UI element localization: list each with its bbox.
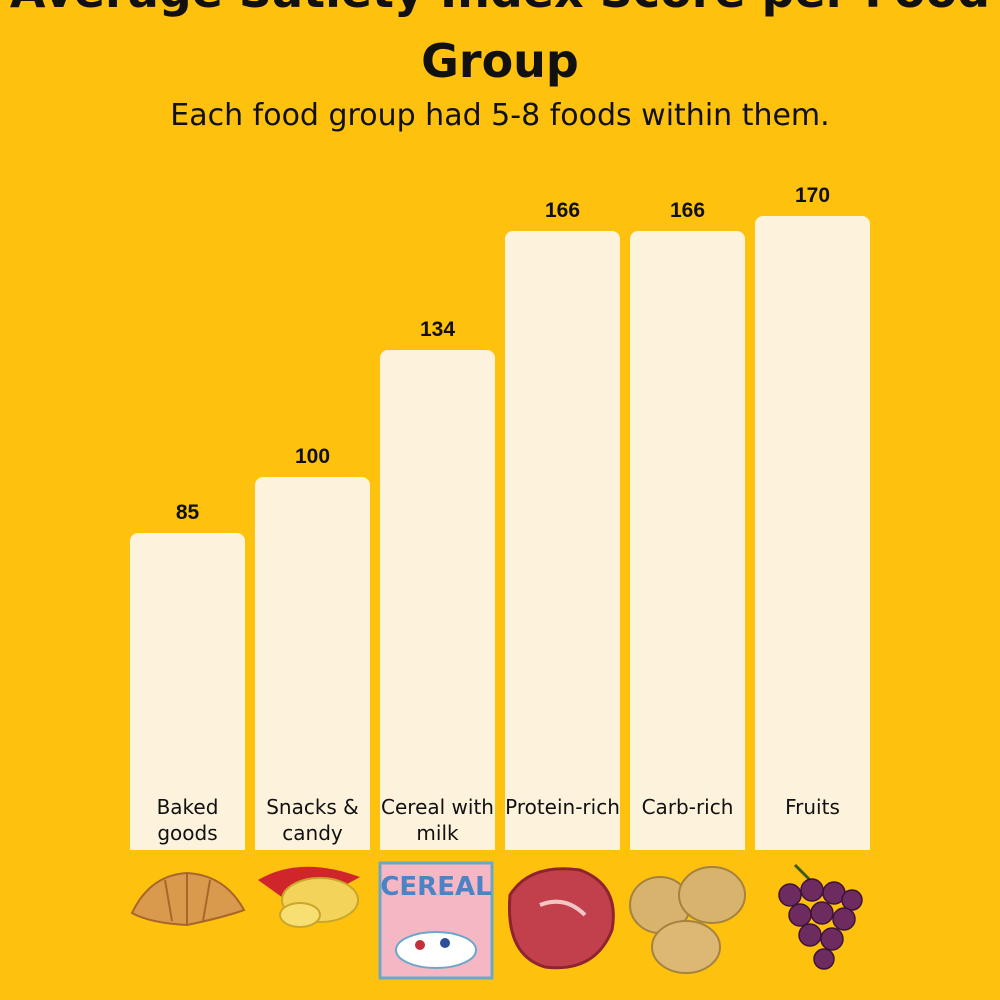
- bar: [755, 216, 870, 850]
- category-label: Cereal with milk: [381, 795, 494, 845]
- chips-icon: [258, 866, 360, 928]
- bar: [380, 350, 495, 850]
- value-label: 166: [669, 199, 706, 223]
- steak-icon: [507, 867, 615, 970]
- value-label: 85: [175, 501, 200, 525]
- category-label: Baked goods: [156, 795, 219, 845]
- bar: [505, 231, 620, 850]
- svg-text:CEREAL: CEREAL: [380, 872, 491, 902]
- category-label: Protein-rich: [505, 795, 620, 819]
- food-icons: CEREAL: [130, 861, 863, 980]
- value-label: 170: [794, 184, 831, 208]
- value-label: 166: [544, 199, 581, 223]
- bar: [130, 533, 245, 850]
- bar: [255, 477, 370, 850]
- grapes-icon: [778, 863, 863, 970]
- croissant-icon: [130, 871, 246, 927]
- category-label: Fruits: [785, 795, 840, 819]
- chart-subtitle: Each food group had 5-8 foods within the…: [170, 98, 830, 133]
- bar: [630, 231, 745, 850]
- value-label: 134: [419, 318, 456, 342]
- category-label: Snacks & candy: [266, 795, 359, 845]
- category-label: Carb-rich: [641, 795, 734, 819]
- value-label: 100: [294, 445, 331, 469]
- chart-title: Average Satiety Index Score per Food Gro…: [10, 0, 990, 88]
- cereal-icon: CEREAL: [378, 861, 494, 980]
- potato-icon: [629, 866, 746, 974]
